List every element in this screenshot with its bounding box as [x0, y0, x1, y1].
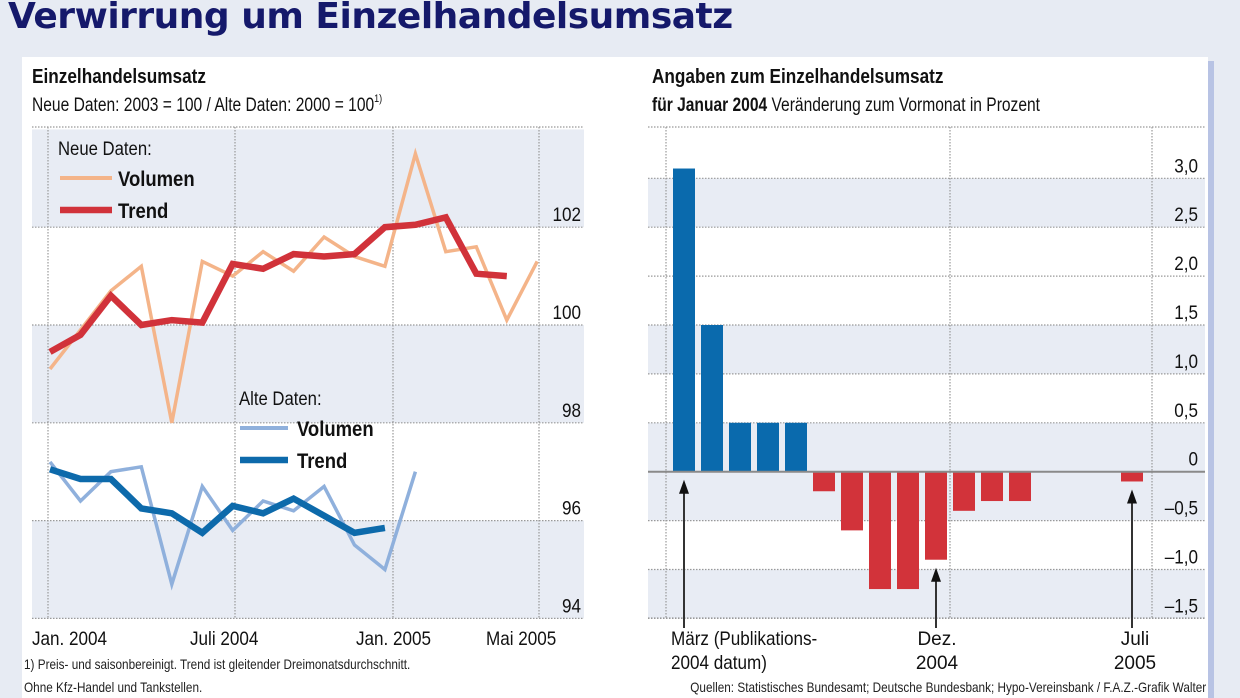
- legend-heading-alte-daten: Alte Daten:: [239, 388, 322, 409]
- bar: [1009, 471, 1031, 502]
- left-chart-subtitle-text: Neue Daten: 2003 = 100 / Alte Daten: 200…: [32, 95, 375, 116]
- y-tick-label: –0,5: [1165, 498, 1198, 519]
- legend-label-volumen-neu: Volumen: [118, 168, 195, 191]
- y-tick-label: 1,5: [1174, 302, 1198, 323]
- right-chart-subtitle-text: Veränderung zum Vormonat in Prozent: [771, 95, 1041, 116]
- bar: [981, 471, 1003, 502]
- y-tick-label: 102: [552, 204, 581, 225]
- bar: [1121, 471, 1143, 482]
- y-tick-label: 2,5: [1174, 204, 1198, 225]
- left-chart-title: Einzelhandelsumsatz: [32, 66, 206, 88]
- x-tick-label: Juli 2004: [190, 628, 258, 649]
- bar: [757, 422, 779, 472]
- annotation-label-line1: März (Publikations-: [671, 628, 817, 649]
- bar: [869, 471, 891, 590]
- y-tick-label: 98: [562, 400, 581, 421]
- bar: [785, 422, 807, 472]
- annotation-arrow-head: [931, 567, 941, 582]
- series-line-3: [49, 466, 386, 537]
- annotation-label-line2: 2005: [1114, 653, 1156, 674]
- right-chart-subtitle-bold: für Januar 2004: [652, 95, 768, 116]
- legend-label-trend-neu: Trend: [118, 200, 168, 223]
- x-tick-label: Jan. 2004: [32, 628, 107, 649]
- annotation-arrow-head: [679, 479, 689, 494]
- y-tick-label: –1,0: [1165, 547, 1198, 568]
- bar: [673, 168, 695, 472]
- y-tick-label: –1,5: [1165, 596, 1198, 617]
- grid-band: [648, 178, 1205, 228]
- annotation-label-line1: Dez.: [917, 629, 956, 650]
- y-tick-label: 94: [562, 596, 581, 617]
- bar: [813, 471, 835, 492]
- x-tick-label: Mai 2005: [486, 628, 556, 649]
- grid-band: [32, 325, 584, 423]
- legend-heading-neue-daten: Neue Daten:: [58, 138, 152, 159]
- y-tick-label: 1,0: [1174, 351, 1198, 372]
- footnote-line-1: 1) Preis- und saisonbereinigt. Trend ist…: [24, 656, 411, 672]
- right-chart-title: Angaben zum Einzelhandelsumsatz: [652, 66, 944, 88]
- right-chart-subtitle: für Januar 2004 Veränderung zum Vormonat…: [652, 95, 1040, 117]
- y-tick-label: 96: [562, 498, 581, 519]
- series-line-1: [48, 213, 508, 355]
- y-tick-label: 0,5: [1174, 400, 1198, 421]
- legend-background: [236, 426, 392, 476]
- annotation-label-line1: Juli: [1121, 629, 1150, 650]
- x-tick-label: Jan. 2005: [356, 628, 431, 649]
- bar: [897, 471, 919, 590]
- legend-label-volumen-alt: Volumen: [297, 418, 374, 441]
- y-tick-label: 0: [1188, 449, 1198, 470]
- footnote-line-2: Ohne Kfz-Handel und Tankstellen.: [24, 679, 203, 695]
- grid-band: [648, 569, 1205, 619]
- sources: Quellen: Statistisches Bundesamt; Deutsc…: [690, 679, 1206, 695]
- page-title: Verwirrung um Einzelhandelsumsatz: [8, 0, 733, 37]
- legend-label-trend-alt: Trend: [297, 450, 347, 473]
- y-tick-label: 3,0: [1174, 155, 1198, 176]
- left-chart-subtitle: Neue Daten: 2003 = 100 / Alte Daten: 200…: [32, 93, 383, 117]
- footnote-mark: 1): [374, 93, 383, 105]
- bar: [729, 422, 751, 472]
- grid-band: [32, 520, 584, 619]
- y-tick-label: 100: [552, 302, 581, 323]
- y-tick-label: 2,0: [1174, 253, 1198, 274]
- bar: [701, 325, 723, 472]
- annotation-arrow-head: [1127, 489, 1137, 504]
- annotation-label-line2: 2004: [916, 653, 959, 674]
- bar: [953, 471, 975, 511]
- grid-band: [648, 325, 1205, 374]
- bar: [841, 471, 863, 531]
- annotation-label-line2: 2004 datum): [671, 652, 767, 673]
- bar: [925, 471, 947, 560]
